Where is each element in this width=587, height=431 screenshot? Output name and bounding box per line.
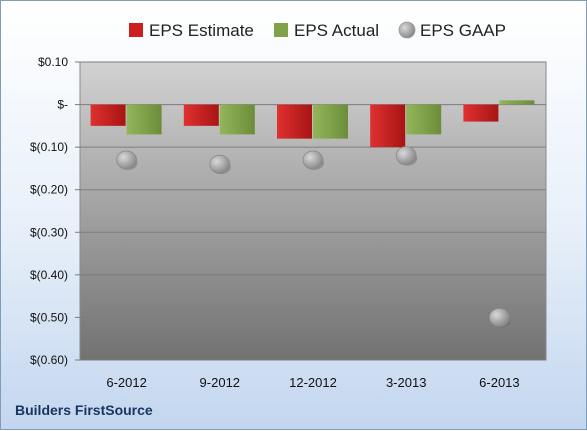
y-tick-label: $(0.60) [30, 353, 68, 367]
eps-gaap-point [302, 150, 324, 170]
eps-actual-bar [126, 104, 162, 135]
legend-swatch [129, 23, 143, 37]
y-tick-label: $- [57, 98, 68, 112]
eps-estimate-bar [183, 104, 219, 126]
eps-gaap-point [209, 154, 231, 174]
eps-estimate-bar [463, 104, 499, 122]
legend-label: EPS Actual [294, 21, 379, 40]
company-name: Builders FirstSource [15, 402, 153, 418]
x-tick-label: 6-2012 [106, 375, 146, 390]
eps-gaap-point [488, 308, 510, 327]
x-axis: 6-2012 9-2012 12-2012 3-2013 6-2013 [106, 375, 519, 390]
x-tick-label: 3-2013 [386, 375, 426, 390]
y-tick-label: $(0.20) [30, 183, 68, 197]
eps-estimate-bar [277, 104, 312, 139]
x-tick-label: 12-2012 [289, 375, 337, 390]
eps-actual-bar [219, 104, 255, 135]
legend-swatch [274, 23, 288, 37]
eps-gaap-point [116, 150, 137, 170]
x-tick-label: 6-2013 [479, 375, 519, 390]
eps-actual-bar [313, 104, 348, 139]
y-tick-label: $0.10 [38, 55, 68, 69]
legend-swatch [398, 21, 416, 39]
bar-series [90, 100, 535, 148]
y-tick-label: $(0.50) [30, 310, 68, 324]
y-tick-label: $(0.30) [30, 225, 68, 239]
eps-actual-bar [499, 100, 535, 105]
chart-legend: EPS Estimate EPS Actual EPS GAAP [129, 21, 506, 40]
eps-actual-bar [406, 104, 442, 135]
y-axis: $0.10 $- $(0.10) $(0.20) $(0.30) $(0.40) $(0.5… [30, 55, 80, 367]
eps-gaap-point [395, 146, 417, 166]
legend-label: EPS GAAP [420, 21, 506, 40]
eps-estimate-bar [90, 104, 126, 126]
y-tick-label: $(0.10) [30, 140, 68, 154]
x-tick-label: 9-2012 [200, 375, 240, 390]
eps-estimate-bar [370, 104, 406, 148]
y-tick-label: $(0.40) [30, 268, 68, 282]
gaap-series [116, 146, 511, 328]
legend-label: EPS Estimate [149, 21, 254, 40]
